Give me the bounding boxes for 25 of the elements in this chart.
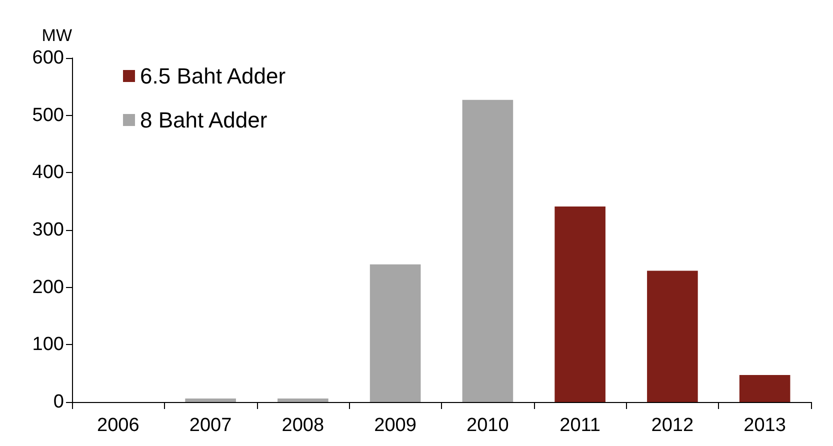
legend-label: 8 Baht Adder xyxy=(140,108,268,132)
y-tick-label: 200 xyxy=(32,276,64,298)
y-tick-label: 0 xyxy=(53,392,64,412)
x-tick-label: 2007 xyxy=(189,415,232,436)
x-tick-label: 2010 xyxy=(466,415,509,436)
y-tick-label: 400 xyxy=(32,162,64,184)
bar xyxy=(554,206,606,402)
y-tick-label: 600 xyxy=(32,48,64,68)
y-tick-label: 100 xyxy=(32,334,64,356)
x-tick-label: 2011 xyxy=(560,415,600,436)
bar xyxy=(647,270,698,402)
bar xyxy=(370,264,421,402)
bar xyxy=(739,375,790,402)
bar xyxy=(185,398,236,402)
y-tick-label: 300 xyxy=(32,220,64,240)
x-tick-label: 2013 xyxy=(744,415,786,436)
y-tick-label: 500 xyxy=(32,104,64,126)
bar xyxy=(462,100,514,402)
x-tick-label: 2008 xyxy=(282,415,324,436)
x-tick-label: 2006 xyxy=(97,415,140,436)
y-axis-title: MW xyxy=(42,26,72,45)
legend-label: 6.5 Baht Adder xyxy=(140,64,286,88)
x-tick-label: 2009 xyxy=(374,415,416,436)
x-tick-label: 2012 xyxy=(651,415,694,436)
bar xyxy=(278,398,328,402)
